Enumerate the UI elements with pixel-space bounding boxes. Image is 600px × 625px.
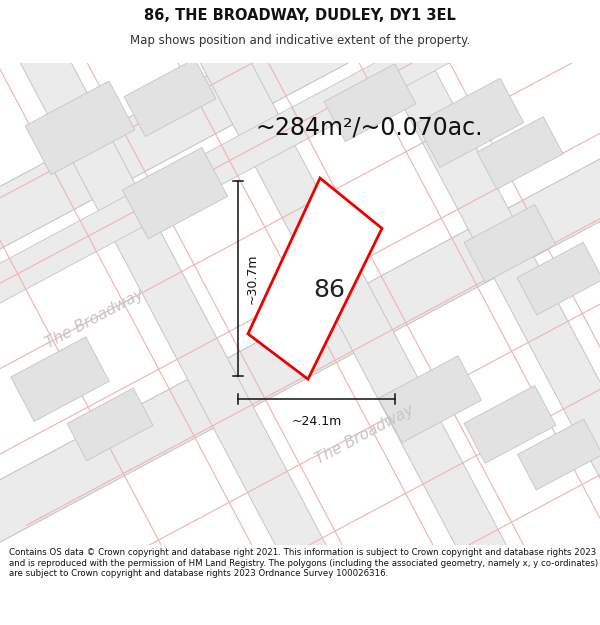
Text: ~284m²/~0.070ac.: ~284m²/~0.070ac.: [255, 116, 482, 140]
Text: ~30.7m: ~30.7m: [246, 253, 259, 304]
Polygon shape: [249, 0, 600, 613]
Text: The Broadway: The Broadway: [313, 402, 417, 467]
Polygon shape: [11, 337, 109, 421]
Polygon shape: [67, 388, 153, 461]
Polygon shape: [0, 0, 550, 379]
Text: Contains OS data © Crown copyright and database right 2021. This information is : Contains OS data © Crown copyright and d…: [9, 548, 598, 578]
Text: 86: 86: [314, 278, 346, 302]
Polygon shape: [517, 242, 600, 315]
Polygon shape: [416, 78, 524, 168]
Text: 86, THE BROADWAY, DUDLEY, DY1 3EL: 86, THE BROADWAY, DUDLEY, DY1 3EL: [144, 8, 456, 23]
Polygon shape: [124, 59, 216, 136]
Text: Map shows position and indicative extent of the property.: Map shows position and indicative extent…: [130, 34, 470, 47]
Polygon shape: [25, 81, 135, 174]
Polygon shape: [464, 204, 556, 282]
Polygon shape: [477, 117, 563, 189]
Polygon shape: [0, 0, 600, 304]
Polygon shape: [379, 356, 481, 442]
Polygon shape: [464, 386, 556, 463]
Polygon shape: [324, 64, 416, 141]
Text: The Broadway: The Broadway: [43, 286, 147, 351]
Polygon shape: [122, 148, 227, 239]
Polygon shape: [518, 419, 600, 490]
Text: ~24.1m: ~24.1m: [292, 416, 341, 428]
Polygon shape: [0, 0, 351, 613]
Polygon shape: [0, 87, 600, 561]
Polygon shape: [248, 178, 382, 379]
Polygon shape: [69, 0, 531, 613]
